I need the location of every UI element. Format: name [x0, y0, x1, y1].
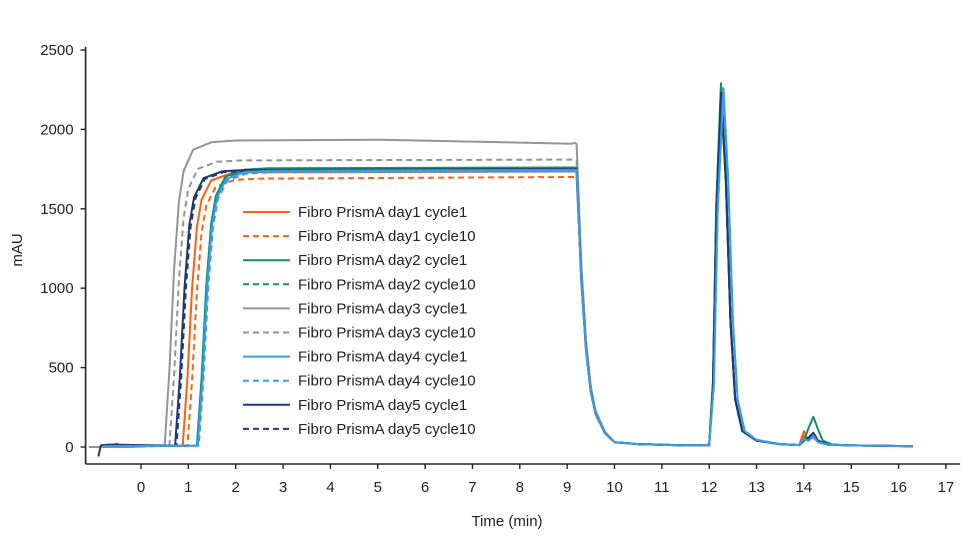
x-tick-label: 15: [843, 479, 860, 496]
legend-label: Fibro PrismA day3 cycle10: [298, 325, 476, 342]
series-layer: [88, 82, 913, 457]
series-line-5: [88, 87, 913, 448]
x-tick-label: 12: [701, 479, 718, 496]
x-tick-label: 6: [421, 479, 429, 496]
x-tick-label: 4: [326, 479, 334, 496]
legend-label: Fibro PrismA day5 cycle1: [298, 397, 467, 414]
x-tick-label: 9: [563, 479, 571, 496]
y-tick-label: 1500: [40, 201, 73, 218]
y-tick-label: 500: [49, 360, 74, 377]
legend-label: Fibro PrismA day1 cycle10: [298, 228, 476, 245]
legend-label: Fibro PrismA day2 cycle10: [298, 276, 476, 293]
legend-label: Fibro PrismA day3 cycle1: [298, 300, 467, 317]
x-tick-label: 17: [938, 479, 955, 496]
x-tick-label: 5: [374, 479, 382, 496]
legend-label: Fibro PrismA day4 cycle1: [298, 349, 467, 366]
y-axis-label: mAU: [9, 233, 26, 266]
series-line-8: [103, 88, 913, 448]
series-line-3: [102, 82, 913, 448]
x-tick-label: 16: [890, 479, 907, 496]
x-tick-label: 3: [279, 479, 287, 496]
y-tick-label: 2500: [40, 42, 73, 59]
x-tick-label: 13: [748, 479, 765, 496]
legend-label: Fibro PrismA day2 cycle1: [298, 252, 467, 269]
series-line-6: [88, 88, 913, 448]
x-tick-label: 10: [606, 479, 623, 496]
x-tick-label: 2: [232, 479, 240, 496]
x-tick-label: 1: [184, 479, 192, 496]
x-tick-label: 11: [654, 479, 670, 496]
y-tick-label: 2000: [40, 121, 73, 138]
series-line-9: [97, 91, 913, 457]
legend-label: Fibro PrismA day1 cycle1: [298, 204, 467, 221]
legend-label: Fibro PrismA day4 cycle10: [298, 373, 476, 390]
x-tick-label: 8: [516, 479, 524, 496]
x-tick-label: 7: [468, 479, 476, 496]
x-tick-label: 0: [137, 479, 145, 496]
legend: Fibro PrismA day1 cycle1 Fibro PrismA day…: [243, 204, 476, 438]
series-line-10: [103, 93, 913, 448]
x-axis-label: Time (min): [471, 513, 542, 530]
y-tick-label: 1000: [40, 280, 73, 297]
legend-label: Fibro PrismA day5 cycle10: [298, 421, 476, 438]
x-tick-label: 14: [796, 479, 813, 496]
y-tick-label: 0: [65, 439, 73, 456]
